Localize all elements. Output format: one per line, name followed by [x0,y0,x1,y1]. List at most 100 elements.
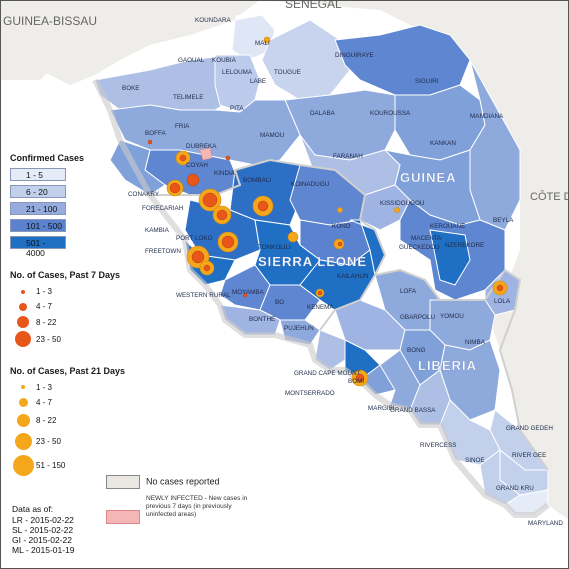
confirmed-bin-label: 1 - 5 [26,170,44,180]
label-cote-divoire: CÔTE D'IVOIRE [530,190,569,203]
district-label: RIVER GEE [512,452,546,459]
dot-bin-marker [21,385,25,389]
district-label: LELOUMA [222,69,253,76]
district-label: GBARPOLU [400,314,435,321]
district-label: FREETOWN [145,248,181,255]
district-label: GRAND BASSA [390,407,436,414]
district-label: NIMBA [465,339,486,346]
dot-bin-cell [10,454,36,476]
dot-bin-row: 23 - 50 [10,330,120,348]
legend-confirmed: Confirmed Cases 1 - 5 6 - 20 21 - 100 101 -… [10,153,85,258]
district-label: KOUNDARA [195,17,231,24]
dot-bin-label: 1 - 3 [36,382,53,392]
legend-past21-bins: 1 - 3 4 - 7 8 - 22 23 - 50 51 - 150 [10,380,125,478]
dot-bin-marker [15,331,31,347]
asof-line: GI - 2015-02-22 [12,535,73,545]
district-label: COYAH [186,162,208,169]
district-label: DALABA [310,110,336,117]
district-label: MALI [255,40,270,47]
district-label: TOUGUE [274,69,301,76]
border-liberia [374,268,549,471]
district-label: GUECKEDOU [399,244,440,251]
district-label: KISSIDOUGOU [380,200,425,207]
district-label: BOKE [122,85,140,92]
district-label: PUJEHUN [284,325,314,332]
district-label: LABE [250,78,266,85]
dot-bin-label: 4 - 7 [36,398,53,407]
confirmed-bin-label: 21 - 100 [26,204,58,214]
confirmed-bin-label: 101 - 500 [26,221,62,231]
district-label: FARANAH [333,153,363,160]
coastline-shadow [92,78,550,518]
asof-title: Data as of: [12,504,54,514]
dot-bin-label: 23 - 50 [36,436,61,446]
district-label: DUBREKA [186,143,217,150]
district-label: KOUBIA [212,57,237,64]
dot-bin-row: 8 - 22 [10,411,125,430]
dot-bin-row: 4 - 7 [10,299,120,314]
district-label: GRAND CAPE MOUNT [294,370,361,377]
dot-bin-label: 8 - 22 [36,416,57,425]
confirmed-bin-swatch: 1 - 5 [10,168,66,181]
dot-bin-cell [10,414,36,427]
district-label: MONTSERRADO [285,390,335,397]
legend-no-cases: No cases reported [106,475,220,489]
land-guinea-bissau [0,0,240,85]
label-liberia: LIBERIA [418,358,477,373]
dot-bin-marker [16,414,30,427]
dot-bin-cell [10,385,36,389]
district-label: PORT LOKO [176,235,213,242]
district-label: LOFA [400,288,417,295]
confirmed-bin-row: 6 - 20 [10,183,84,200]
past-7-day-circles [147,139,504,383]
label-senegal: SENEGAL [285,0,342,11]
dot-bin-label: 4 - 7 [36,302,53,311]
dot-bin-row: 51 - 150 [10,452,125,478]
district-label: FORECARIAH [142,205,184,212]
district-label: MAMOU [260,132,285,139]
dot-bin-row: 1 - 3 [10,380,125,394]
district-label: RIVERCESS [420,442,456,449]
district-label: KENEMA [307,304,334,311]
district-label: CONAKRY [128,191,160,198]
confirmed-bin-row: 1 - 5 [10,166,84,183]
dot-bin-row: 4 - 7 [10,394,125,411]
dot-bin-cell [10,289,36,294]
asof-line: SL - 2015-02-22 [12,525,74,535]
label-sierra: SIERRA LEONE [258,254,367,269]
newly-infected-label: NEWLY INFECTED - New cases in previous 7… [146,495,248,518]
confirmed-bin-row: 101 - 500 [10,217,84,234]
district-label: KEROUANE [430,223,465,230]
district-label: SINOE [465,457,485,464]
district-label: KAILAHUN [337,273,369,280]
dot-bin-label: 8 - 22 [36,317,57,327]
dot-bin-row: 23 - 50 [10,430,125,452]
district-label: BOMI [348,378,364,385]
legend-past7-bins: 1 - 3 4 - 7 8 - 22 23 - 50 [10,284,120,348]
district-label: BOMBALI [243,177,271,184]
district-label: KANKAN [430,140,456,147]
district-label: DINGUIRAYE [335,52,374,59]
no-cases-swatch [106,475,140,489]
district-label: NZEREKORE [445,242,484,249]
district-label: TONKOLILI [258,244,291,251]
district-label: WESTERN RURAL [176,292,231,299]
district-label: BOFFA [145,130,166,137]
district-label: GRAND KRU [496,485,534,492]
dot-bin-marker [19,302,27,311]
district-label: YOMOU [440,313,464,320]
dot-bin-label: 23 - 50 [36,334,61,344]
asof-line: ML - 2015-01-19 [12,545,75,555]
dot-bin-label: 1 - 3 [36,287,53,296]
district-label: FRIA [175,123,190,130]
district-label: MARYLAND [528,520,563,527]
confirmed-bin-swatch: 6 - 20 [10,185,66,198]
legend-confirmed-title: Confirmed Cases [10,153,85,163]
district-label: KONO [332,223,351,230]
border-sierra-leone [150,158,387,331]
district-label: BONG [407,347,426,354]
dot-bin-cell [10,432,36,450]
dot-bin-cell [10,302,36,311]
district-label: TELIMELE [173,94,203,101]
